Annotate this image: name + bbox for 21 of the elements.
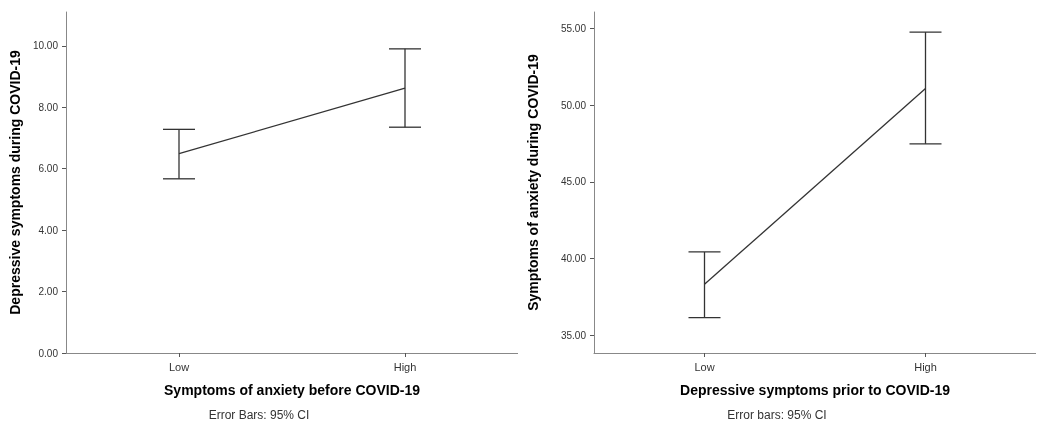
y-tick-label: 2.00	[38, 286, 59, 298]
y-tick-label: 0.00	[38, 347, 59, 359]
y-tick-label: 40.00	[560, 253, 587, 265]
y-tick-label: 35.00	[560, 330, 587, 341]
x-tick-label: Low	[694, 360, 715, 373]
y-tick-label: 8.00	[38, 101, 59, 113]
text: Error Bars: 95% CI	[208, 408, 310, 422]
y-tick-label: 55.00	[560, 22, 587, 34]
y-tick-label: 50.00	[560, 99, 587, 111]
x-tick-label: Low	[168, 360, 190, 373]
x-tick-label: High	[914, 360, 937, 373]
y-tick-label: 45.00	[560, 176, 587, 188]
y-tick-label: 10.00	[32, 40, 59, 52]
x-axis-title: Symptoms of anxiety before COVID-19	[164, 382, 421, 398]
y-tick-label: 6.00	[38, 163, 59, 175]
y-axis-title: Symptoms of anxiety during COVID-19	[525, 53, 541, 311]
y-tick-label: 4.00	[38, 224, 59, 236]
x-tick-label: High	[393, 360, 417, 373]
text: Error bars: 95% CI	[727, 408, 827, 422]
x-axis-title: Depressive symptoms prior to COVID-19	[680, 382, 951, 398]
y-axis-title: Depressive symptoms during COVID-19	[7, 50, 23, 315]
